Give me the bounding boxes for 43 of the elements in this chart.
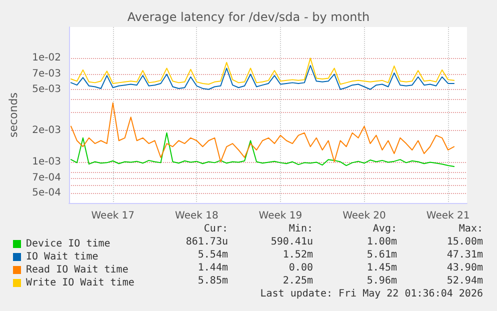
y-tick-label: 7e-03 [32,68,61,80]
text: 47.31m [446,250,483,260]
legend-label: Read IO Wait time [26,264,128,276]
x-tick-label: Week 21 [426,210,470,222]
y-tick-label: 7e-04 [32,172,61,184]
y-tick-label: 2e-03 [32,125,61,136]
text: Min: [288,224,313,234]
text: Max: [458,224,483,234]
text: 52.94m [446,276,483,286]
x-tick-label: Week 17 [91,210,135,222]
text: Cur: [204,224,228,234]
text: 1.45m [366,262,397,274]
text: Avg: [372,224,397,234]
text: 1.52m [282,250,313,260]
text: 2.25m [282,276,313,286]
line-series [70,102,455,162]
x-tick-label: Week 20 [342,210,386,222]
y-tick-label: 5e-04 [32,187,61,198]
text: 5.85m [198,276,228,286]
legend-label: Write IO Wait time [26,278,134,288]
legend-label: Device IO time [26,238,110,250]
text: 1.44m [198,262,228,274]
y-tick-label: 1e-02 [32,52,61,64]
text: 590.41u [270,236,313,248]
text: 5.61m [366,250,397,260]
legend-label: IO Wait time [26,252,98,262]
x-tick-label: Week 18 [175,210,218,222]
line-series [70,64,455,90]
text: 43.90m [446,262,483,274]
y-axis-title: seconds [7,92,20,138]
text: 1.00m [366,236,397,248]
line-series [70,132,455,168]
text: 5.54m [198,250,228,260]
text: Last update: Fri May 22 01:36:04 2026 [260,288,483,300]
y-tick-label: 5e-03 [32,84,61,95]
text: 0.00 [288,262,313,274]
text: 5.96m [366,276,397,286]
y-tick-label: 1e-03 [32,156,61,168]
text: 15.00m [446,236,483,248]
line-series [70,58,455,85]
text: 861.73u [186,236,228,248]
chart-title: Average latency for /dev/sda - by month [127,10,370,24]
x-tick-label: Week 19 [258,210,302,222]
